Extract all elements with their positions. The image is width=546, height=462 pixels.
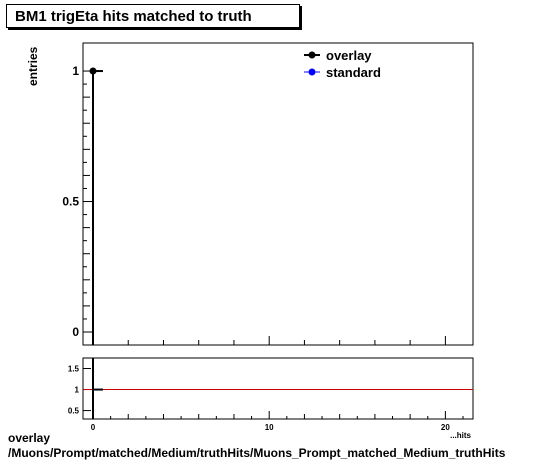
ratio-y-tick-label: 0.5 — [68, 407, 80, 416]
title-box: BM1 trigEta hits matched to truth — [6, 4, 300, 28]
overlay-point — [89, 67, 97, 75]
main-plot-frame — [82, 42, 474, 346]
ratio-y-tick-label: 1.5 — [68, 365, 80, 374]
main-plot-ticks: 00.51 — [62, 64, 446, 345]
legend-marker-standard — [308, 68, 316, 76]
y-tick-label: 0.5 — [62, 195, 79, 209]
y-tick-label: 0 — [72, 325, 79, 339]
legend: overlay standard — [304, 48, 381, 80]
y-tick-label: 1 — [72, 64, 79, 78]
main-plot-border — [82, 42, 474, 346]
ratio-x-tick-label: 10 — [265, 423, 274, 432]
x-axis-label: ...hits — [450, 431, 471, 440]
ratio-plot-ticks: 0.5 1 1.5 0 10 20...hits — [68, 365, 472, 440]
ratio-plot-frame — [82, 357, 474, 420]
ratio-plot-marks — [83, 358, 473, 419]
ratio-y-tick-label: 1 — [75, 386, 80, 395]
chart-title: BM1 trigEta hits matched to truth — [15, 8, 252, 25]
ratio-plot-border — [82, 357, 474, 420]
legend-label-standard: standard — [326, 65, 381, 80]
main-plot-marks — [89, 67, 103, 345]
legend-label-overlay: overlay — [326, 48, 372, 63]
footer-line-1: overlay — [8, 431, 51, 445]
ratio-x-tick-label: 20 — [441, 423, 450, 432]
legend-marker-overlay — [308, 51, 316, 59]
footer-line-2: /Muons/Prompt/matched/Medium/truthHits/M… — [8, 446, 506, 460]
ratio-x-tick-label: 0 — [91, 423, 96, 432]
